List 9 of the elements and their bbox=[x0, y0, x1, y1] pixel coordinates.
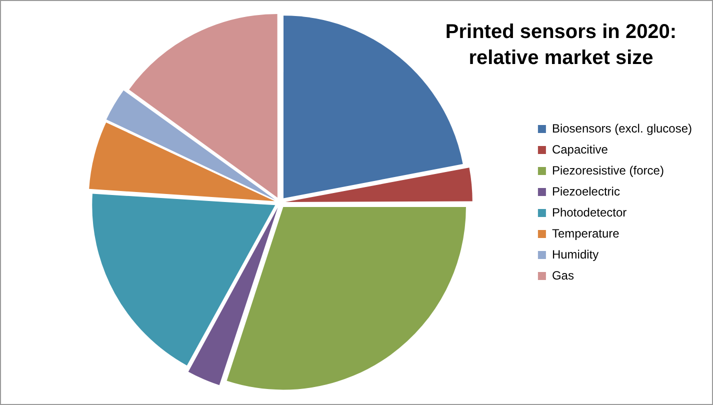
legend-label: Temperature bbox=[552, 226, 620, 240]
legend-label: Capacitive bbox=[552, 142, 608, 156]
text: Printed sensors in 2020: relative market size bbox=[444, 20, 678, 71]
legend-label: Piezoelectric bbox=[552, 184, 620, 198]
legend-label: Gas bbox=[552, 268, 574, 282]
legend-label: Piezoresistive (force) bbox=[552, 163, 664, 178]
legend-label: Biosensors (excl. glucose) bbox=[552, 121, 692, 136]
legend-label: Humidity bbox=[552, 247, 599, 262]
legend-label: Photodetector bbox=[552, 205, 627, 220]
